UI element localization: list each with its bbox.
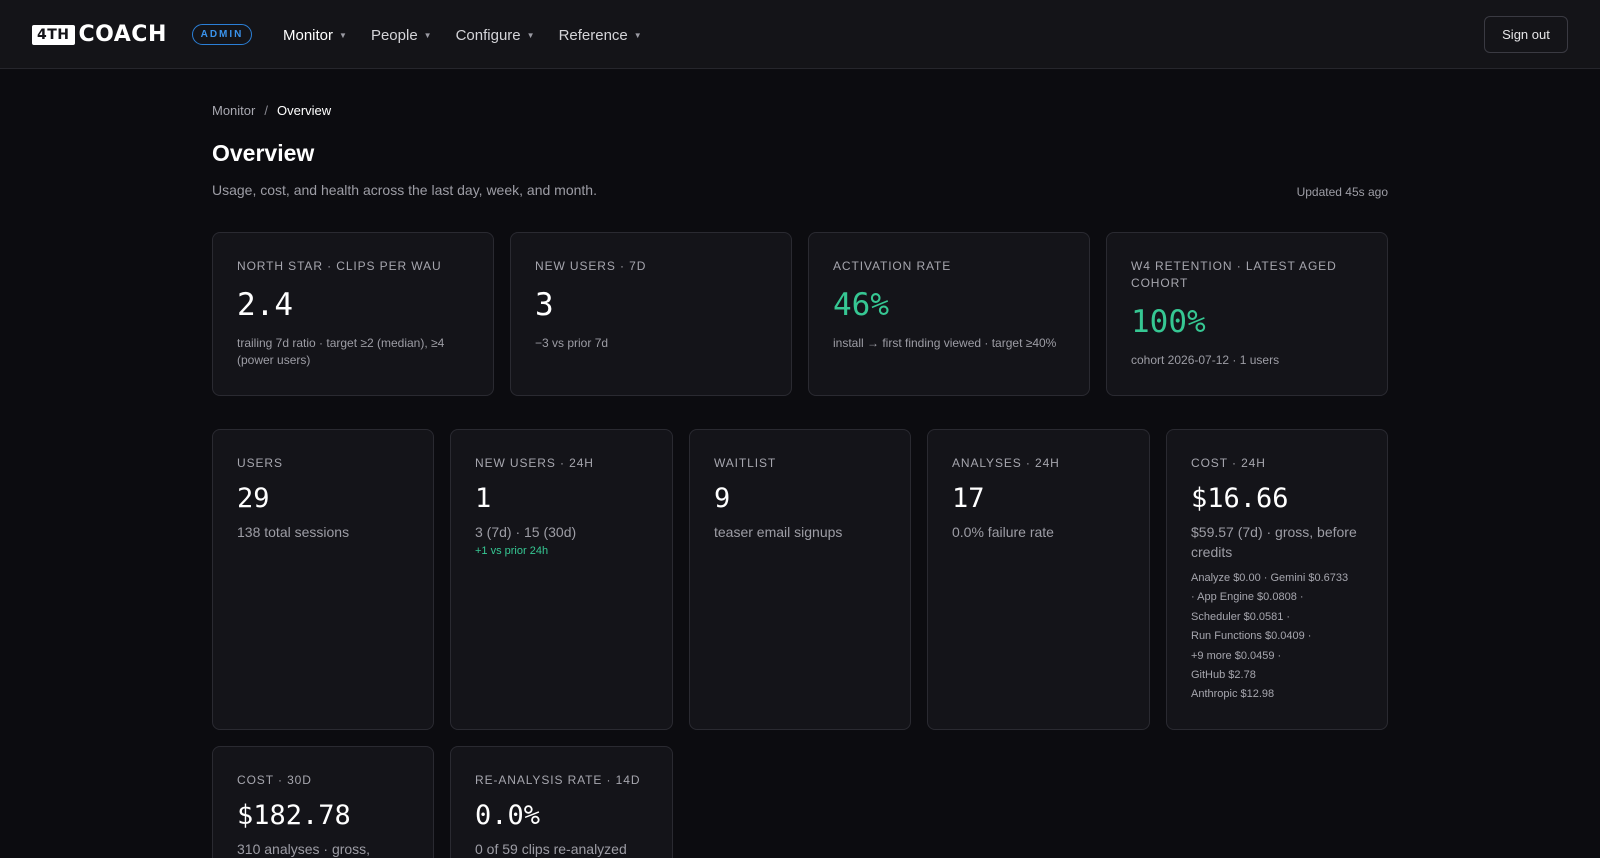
breadcrumb: Monitor / Overview — [212, 103, 331, 118]
card-description: install → first finding viewed · target … — [833, 336, 1057, 350]
stat-card-waitlist: WAITLIST 9 teaser email signups — [689, 429, 911, 730]
chevron-down-icon: ▼ — [526, 30, 535, 40]
logo-box: 4TH — [32, 25, 75, 45]
stat-card-cost-24h: COST · 24H $16.66 $59.57 (7d) · gross, b… — [1166, 429, 1388, 730]
card-description: 310 analyses · gross, — [237, 841, 371, 857]
card-value: 3 — [535, 287, 554, 323]
card-label: ACTIVATION RATE — [833, 259, 952, 273]
cost-line: Analyze $0.00 · Gemini $0.6733 — [1191, 572, 1349, 584]
card-description: $59.57 (7d) · gross, before credits — [1191, 524, 1357, 560]
card-value: 46% — [833, 287, 889, 323]
delta-badge: +1 vs prior 24h — [475, 545, 549, 557]
kpi-card-north-star: NORTH STAR · CLIPS PER WAU 2.4 trailing … — [212, 232, 494, 396]
page-title: Overview — [212, 140, 315, 166]
stat-card-analyses-24h: ANALYSES · 24H 17 0.0% failure rate — [927, 429, 1150, 730]
card-label: NEW USERS · 7D — [535, 259, 647, 273]
card-description: 138 total sessions — [237, 524, 350, 540]
card-description: 0 of 59 clips re-analyzed — [475, 841, 627, 857]
cost-line: +9 more $0.0459 · — [1191, 649, 1282, 662]
card-value: 0.0% — [475, 800, 541, 831]
cost-line: Run Functions $0.0409 · — [1191, 630, 1312, 643]
chevron-down-icon: ▼ — [633, 30, 642, 40]
stat-card-users: USERS 29 138 total sessions — [212, 429, 434, 730]
card-value: 17 — [952, 483, 985, 514]
kpi-card-new-users-7d: NEW USERS · 7D 3 −3 vs prior 7d — [510, 232, 792, 396]
card-label: NEW USERS · 24H — [475, 456, 594, 470]
cost-line: GitHub $2.78 — [1191, 669, 1256, 682]
card-label: NORTH STAR · CLIPS PER WAU — [237, 259, 442, 273]
main-nav: Monitor ▼ People ▼ Configure ▼ Reference ▼ — [283, 24, 666, 46]
card-value: $16.66 — [1191, 483, 1289, 514]
nav-people[interactable]: People ▼ — [371, 24, 432, 46]
breadcrumb-separator: / — [264, 103, 268, 118]
nav-people-label: People — [370, 26, 418, 44]
chevron-down-icon: ▼ — [423, 30, 432, 40]
card-value: 29 — [237, 483, 270, 514]
stat-card-reanalysis-rate: RE-ANALYSIS RATE · 14D 0.0% 0 of 59 clip… — [450, 746, 673, 858]
cost-breakdown: Analyze $0.00 · Gemini $0.6733 · App Eng… — [1191, 569, 1363, 705]
cost-line: Scheduler $0.0581 · — [1191, 610, 1291, 623]
nav-reference[interactable]: Reference ▼ — [559, 24, 642, 46]
stat-card-new-users-24h: NEW USERS · 24H 1 3 (7d) · 15 (30d) +1 v… — [450, 429, 673, 730]
logo-word: COACH — [78, 22, 167, 47]
card-description: trailing 7d ratio · target ≥2 (median), … — [237, 336, 445, 367]
nav-monitor[interactable]: Monitor ▼ — [283, 24, 347, 46]
stat-card-cost-30d: COST · 30D $182.78 310 analyses · gross, — [212, 746, 434, 858]
logo[interactable]: 4TH COACH — [32, 24, 167, 46]
page-subtitle: Usage, cost, and health across the last … — [212, 182, 597, 198]
card-label: COST · 24H — [1191, 456, 1266, 470]
top-bar: 4TH COACH ADMIN Monitor ▼ People ▼ Configu… — [0, 0, 1600, 69]
card-description: −3 vs prior 7d — [535, 336, 609, 350]
updated-timestamp: Updated 45s ago — [1296, 185, 1388, 199]
chevron-down-icon: ▼ — [339, 30, 347, 40]
card-label: RE-ANALYSIS RATE · 14D — [475, 773, 641, 787]
nav-configure[interactable]: Configure ▼ — [456, 24, 535, 46]
card-value: $182.78 — [237, 800, 351, 831]
kpi-card-activation-rate: ACTIVATION RATE 46% install → first find… — [808, 232, 1090, 396]
kpi-card-w4-retention: W4 RETENTION · LATEST AGED COHORT 100% c… — [1106, 232, 1388, 396]
breadcrumb-current: Overview — [276, 103, 332, 118]
nav-monitor-label: Monitor — [283, 26, 334, 44]
card-value: 1 — [475, 483, 492, 514]
sign-out-button[interactable]: Sign out — [1484, 16, 1568, 53]
nav-configure-label: Configure — [455, 26, 521, 44]
card-label: USERS — [237, 456, 283, 470]
card-description: teaser email signups — [714, 524, 843, 540]
card-label: ANALYSES · 24H — [952, 456, 1060, 470]
card-description: cohort 2026-07-12 · 1 users — [1131, 353, 1280, 367]
admin-badge: ADMIN — [192, 24, 252, 45]
card-label: WAITLIST — [714, 456, 777, 470]
card-label: COST · 30D — [237, 773, 312, 787]
card-description: 3 (7d) · 15 (30d) — [475, 524, 577, 540]
card-description: 0.0% failure rate — [952, 524, 1054, 540]
cost-line: · App Engine $0.0808 · — [1191, 591, 1304, 604]
card-label: W4 RETENTION · LATEST AGED COHORT — [1131, 259, 1337, 290]
card-value: 9 — [714, 483, 731, 514]
card-value: 2.4 — [237, 287, 293, 323]
card-value: 100% — [1131, 304, 1206, 340]
cost-line: Anthropic $12.98 — [1191, 688, 1275, 701]
breadcrumb-monitor[interactable]: Monitor — [212, 103, 256, 118]
nav-reference-label: Reference — [558, 26, 628, 44]
